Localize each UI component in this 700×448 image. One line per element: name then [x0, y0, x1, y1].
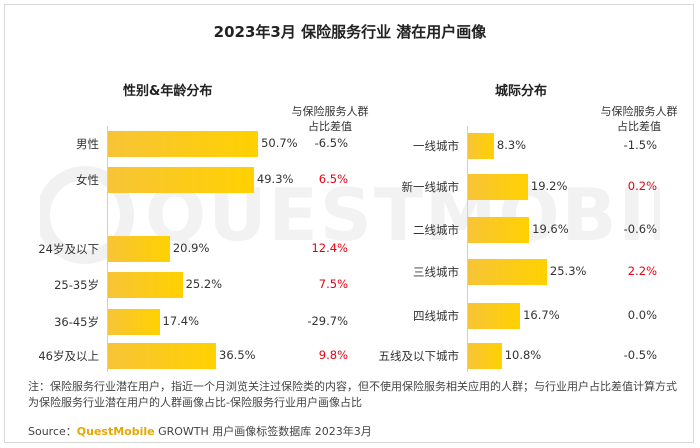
category-label: 三线城市 [413, 265, 459, 279]
bar [468, 133, 494, 159]
diff-column-header: 与保险服务人群 占比差值 [589, 104, 689, 134]
category-label: 46岁及以上 [38, 349, 99, 363]
category-label: 24岁及以下 [38, 242, 99, 256]
source-suffix: GROWTH 用户画像标签数据库 2023年3月 [154, 425, 372, 438]
diff-value: 2.2% [627, 264, 657, 278]
diff-value: 0.2% [627, 179, 657, 193]
diff-value: 12.4% [311, 241, 348, 255]
diff-value: 6.5% [318, 172, 348, 186]
data-label: 16.7% [523, 308, 560, 322]
data-label: 17.4% [162, 314, 200, 328]
bar [468, 303, 521, 329]
diff-value: 9.8% [318, 348, 348, 362]
bar [108, 167, 254, 193]
bar [468, 259, 547, 285]
source-prefix: Source： [28, 425, 77, 438]
diff-value: -0.6% [623, 222, 657, 236]
chart-frame [4, 4, 694, 443]
diff-header-line: 与保险服务人群 [291, 105, 369, 118]
data-label: 10.8% [504, 348, 542, 362]
category-label: 一线城市 [413, 139, 459, 153]
data-label: 25.2% [185, 277, 223, 291]
diff-value: -0.5% [623, 348, 657, 362]
category-label: 四线城市 [413, 309, 459, 323]
category-axis [107, 126, 108, 372]
data-label: 19.2% [530, 179, 568, 193]
data-label: 8.3% [496, 138, 527, 152]
category-label: 新一线城市 [401, 180, 460, 194]
bar [108, 343, 217, 369]
bar [108, 309, 160, 335]
bar [468, 174, 528, 200]
source-brand: QuestMobile [76, 425, 155, 438]
bar [468, 343, 502, 369]
footnote: 注：保险服务行业潜在用户，指近一个月浏览关注过保险类的内容，但不使用保险服务相关… [28, 380, 677, 409]
data-label: 50.7% [261, 136, 298, 150]
bar [468, 217, 530, 243]
category-label: 二线城市 [413, 223, 459, 237]
diff-value: 0.0% [627, 308, 657, 322]
chart-title: 性别&年龄分布 [123, 84, 213, 99]
bar [108, 131, 259, 157]
diff-value: -6.5% [314, 136, 348, 150]
data-label: 49.3% [256, 172, 294, 186]
diff-value: -1.5% [623, 138, 657, 152]
data-label: 19.6% [532, 222, 569, 236]
diff-header-line: 占比差值 [617, 120, 661, 133]
bar [108, 236, 170, 262]
data-label: 25.3% [549, 264, 587, 278]
category-label: 男性 [76, 137, 99, 151]
diff-header-line: 占比差值 [308, 120, 352, 133]
diff-header-line: 与保险服务人群 [600, 105, 678, 118]
category-label: 五线及以下城市 [378, 349, 460, 363]
category-label: 女性 [76, 173, 99, 187]
diff-value: -29.7% [307, 314, 348, 328]
category-label: 25-35岁 [54, 278, 99, 292]
diff-column-header: 与保险服务人群 占比差值 [280, 104, 380, 134]
category-axis [467, 126, 468, 372]
category-label: 36-45岁 [54, 315, 99, 329]
bar [108, 272, 183, 298]
source-line: Source：QuestMobile GROWTH 用户画像标签数据库 2023… [28, 423, 372, 439]
diff-value: 7.5% [318, 277, 348, 291]
data-label: 20.9% [172, 241, 210, 255]
chart-title: 城际分布 [495, 84, 548, 99]
page-title: 2023年3月 保险服务行业 潜在用户画像 [213, 23, 487, 41]
data-label: 36.5% [219, 348, 256, 362]
